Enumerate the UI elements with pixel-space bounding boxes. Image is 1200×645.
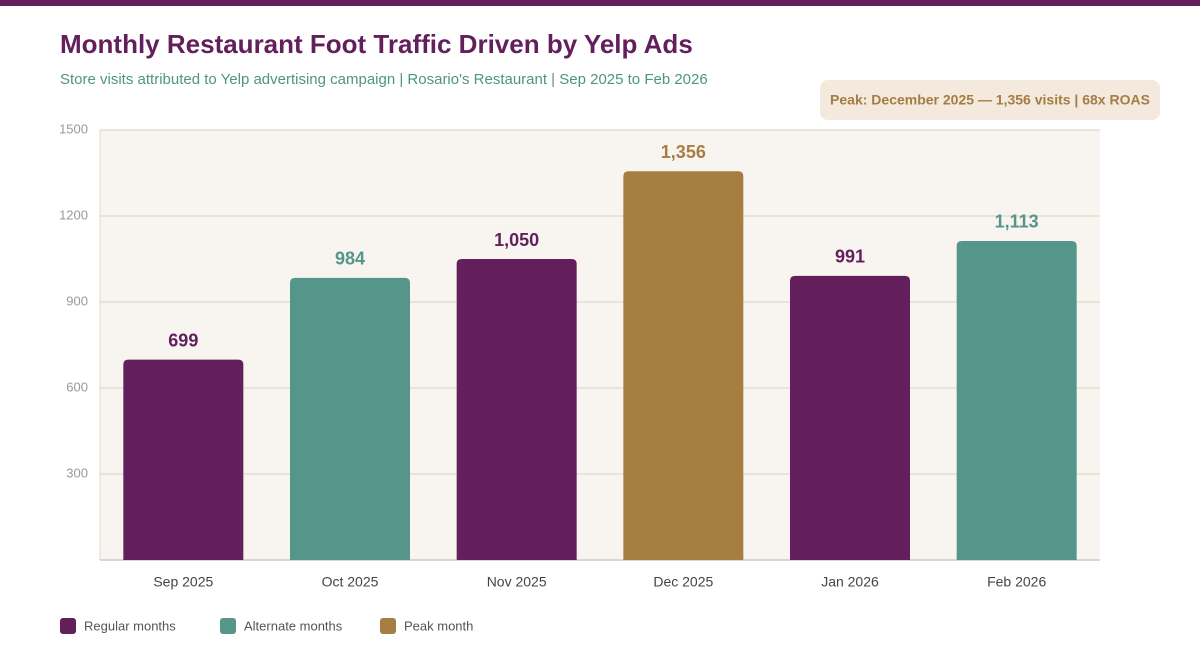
bar	[956, 240, 1077, 560]
bar	[456, 259, 577, 560]
legend-label: Regular months	[84, 618, 176, 633]
value-label: 1,050	[494, 230, 539, 250]
legend-label: Alternate months	[244, 618, 343, 633]
legend-swatch	[380, 618, 396, 634]
y-tick-label: 1500	[59, 121, 88, 136]
annotation-box	[820, 80, 1160, 120]
bar	[290, 277, 410, 560]
y-tick-label: 300	[66, 465, 88, 480]
y-tick-label: 900	[66, 293, 88, 308]
legend-swatch	[60, 618, 76, 634]
value-label: 984	[335, 249, 365, 269]
legend-label: Peak month	[404, 618, 473, 633]
x-tick-label: Nov 2025	[487, 574, 547, 590]
value-label: 991	[835, 247, 865, 267]
top-stripe	[0, 0, 1200, 6]
value-label: 1,113	[995, 212, 1039, 232]
x-tick-label: Sep 2025	[153, 574, 213, 590]
x-tick-label: Feb 2026	[987, 574, 1046, 590]
x-tick-label: Dec 2025	[653, 574, 713, 590]
y-tick-label: 600	[66, 379, 88, 394]
chart-subtitle: Store visits attributed to Yelp advertis…	[60, 71, 708, 88]
value-label: 1,356	[661, 142, 706, 162]
chart-title: Monthly Restaurant Foot Traffic Driven b…	[60, 29, 693, 59]
x-tick-label: Jan 2026	[821, 574, 879, 590]
legend-swatch	[220, 618, 236, 634]
annotation: Peak: December 2025 — 1,356 visits | 68x…	[830, 92, 1150, 108]
y-tick-label: 1200	[59, 207, 88, 222]
bar	[790, 275, 910, 560]
bar	[123, 359, 244, 560]
bar	[623, 171, 744, 560]
x-tick-label: Oct 2025	[322, 574, 379, 590]
plot-area	[100, 130, 1100, 560]
value-label: 699	[168, 330, 198, 350]
